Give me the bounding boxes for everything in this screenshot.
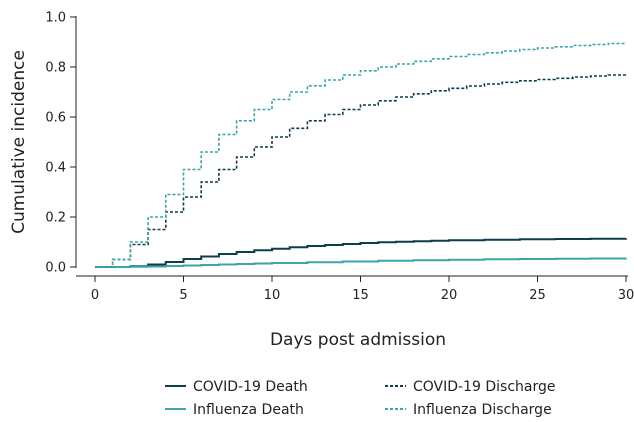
y-tick-label: 0.6 <box>45 111 66 126</box>
x-tick-label: 25 <box>529 288 546 303</box>
x-tick-label: 30 <box>618 288 634 303</box>
y-axis-title: Cumulative incidence <box>9 50 29 234</box>
legend-label: COVID-19 Discharge <box>413 379 555 395</box>
legend: COVID-19 Death Influenza Death COVID-19 Di… <box>165 379 555 418</box>
plot-area <box>95 42 627 268</box>
x-ticks: 0 5 10 15 20 25 30 <box>91 276 634 303</box>
y-tick-label: 0.0 <box>45 261 66 276</box>
x-tick-label: 15 <box>352 288 369 303</box>
series-line-covid-19-discharge <box>95 74 627 268</box>
y-tick-label: 0.4 <box>45 161 66 176</box>
y-ticks: 0.0 0.2 0.4 0.6 0.8 1.0 <box>45 11 76 276</box>
legend-label: Influenza Discharge <box>413 402 552 418</box>
x-tick-label: 0 <box>91 288 99 303</box>
y-tick-label: 1.0 <box>45 11 66 26</box>
series-line-influenza-death <box>95 257 627 268</box>
x-tick-label: 5 <box>179 288 187 303</box>
series-line-influenza-discharge <box>95 42 627 268</box>
x-tick-label: 10 <box>264 288 281 303</box>
x-tick-label: 20 <box>441 288 458 303</box>
legend-label: COVID-19 Death <box>193 379 308 395</box>
legend-label: Influenza Death <box>193 402 304 418</box>
axes <box>75 16 628 277</box>
x-axis-title: Days post admission <box>270 330 446 350</box>
series-line-covid-19-death <box>95 237 627 268</box>
y-tick-label: 0.2 <box>45 211 66 226</box>
y-tick-label: 0.8 <box>45 61 66 76</box>
